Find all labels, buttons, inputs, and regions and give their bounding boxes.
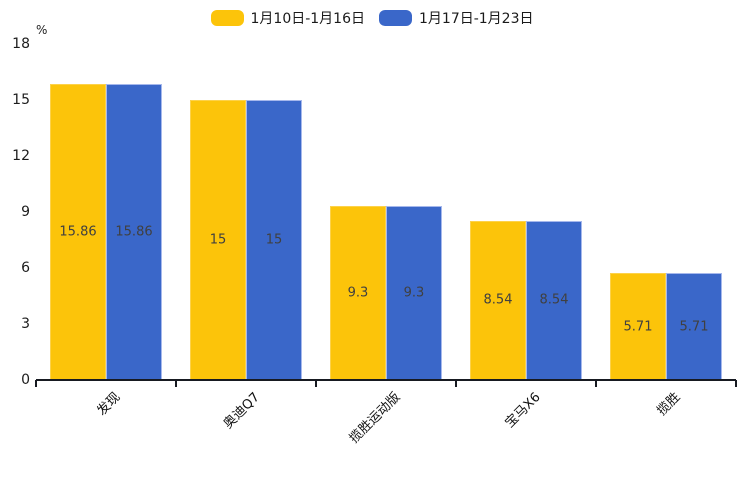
y-tick-label: 9 xyxy=(21,204,30,220)
y-tick-label: 0 xyxy=(21,372,30,388)
x-tick-mark xyxy=(455,380,457,387)
y-tick-label: 3 xyxy=(21,316,30,332)
x-tick-mark xyxy=(35,380,37,387)
bar-series2-揽胜 xyxy=(666,273,722,380)
bar-series2-奥迪Q7 xyxy=(246,100,302,380)
bar-value-label: 9.3 xyxy=(347,285,369,301)
bar-value-label: 9.3 xyxy=(403,285,425,301)
bar-value-label: 8.54 xyxy=(539,292,569,308)
y-tick-label: 18 xyxy=(12,36,30,52)
bar-series2-宝马X6 xyxy=(526,220,582,380)
y-tick-label: 6 xyxy=(21,260,30,276)
legend-label-week1: 1月10日-1月16日 xyxy=(250,11,366,27)
bar-value-label: 15 xyxy=(265,232,283,248)
x-tick-mark xyxy=(595,380,597,387)
x-tick-mark xyxy=(175,380,177,387)
bar-series1-揽胜运动版 xyxy=(330,206,386,380)
x-tick-mark xyxy=(735,380,737,387)
bar-series1-宝马X6 xyxy=(470,220,526,380)
bar-series1-发现 xyxy=(50,83,106,380)
x-axis-line xyxy=(36,379,736,381)
bar-value-label: 15.86 xyxy=(115,224,153,240)
x-category-label: 发现 xyxy=(94,389,124,419)
bar-series2-揽胜运动版 xyxy=(386,206,442,380)
bar-value-label: 15 xyxy=(209,232,227,248)
bar-series1-揽胜 xyxy=(610,273,666,380)
x-category-label: 宝马X6 xyxy=(502,389,544,431)
legend-item-week2[interactable]: 1月17日-1月23日 xyxy=(379,8,534,28)
bar-value-label: 8.54 xyxy=(483,292,513,308)
bar-value-label: 15.86 xyxy=(59,224,97,240)
x-category-label: 揽胜 xyxy=(654,389,684,419)
legend-swatch-week1 xyxy=(210,10,244,26)
y-axis-unit-label: % xyxy=(36,23,48,37)
legend-label-week2: 1月17日-1月23日 xyxy=(419,11,534,27)
x-category-label: 揽胜运动版 xyxy=(346,389,404,447)
legend-item-week1[interactable]: 1月10日-1月16日 xyxy=(210,8,366,28)
bar-series2-发现 xyxy=(106,83,162,380)
y-tick-label: 12 xyxy=(12,148,30,164)
bar-value-label: 5.71 xyxy=(623,319,653,335)
legend-swatch-week2 xyxy=(379,10,412,26)
bar-value-label: 5.71 xyxy=(679,319,709,335)
bar-series1-奥迪Q7 xyxy=(190,100,246,380)
x-tick-mark xyxy=(315,380,317,387)
legend: 1月10日-1月16日 1月17日-1月23日 xyxy=(0,8,744,28)
y-tick-label: 15 xyxy=(12,92,30,108)
x-category-label: 奥迪Q7 xyxy=(221,389,264,432)
